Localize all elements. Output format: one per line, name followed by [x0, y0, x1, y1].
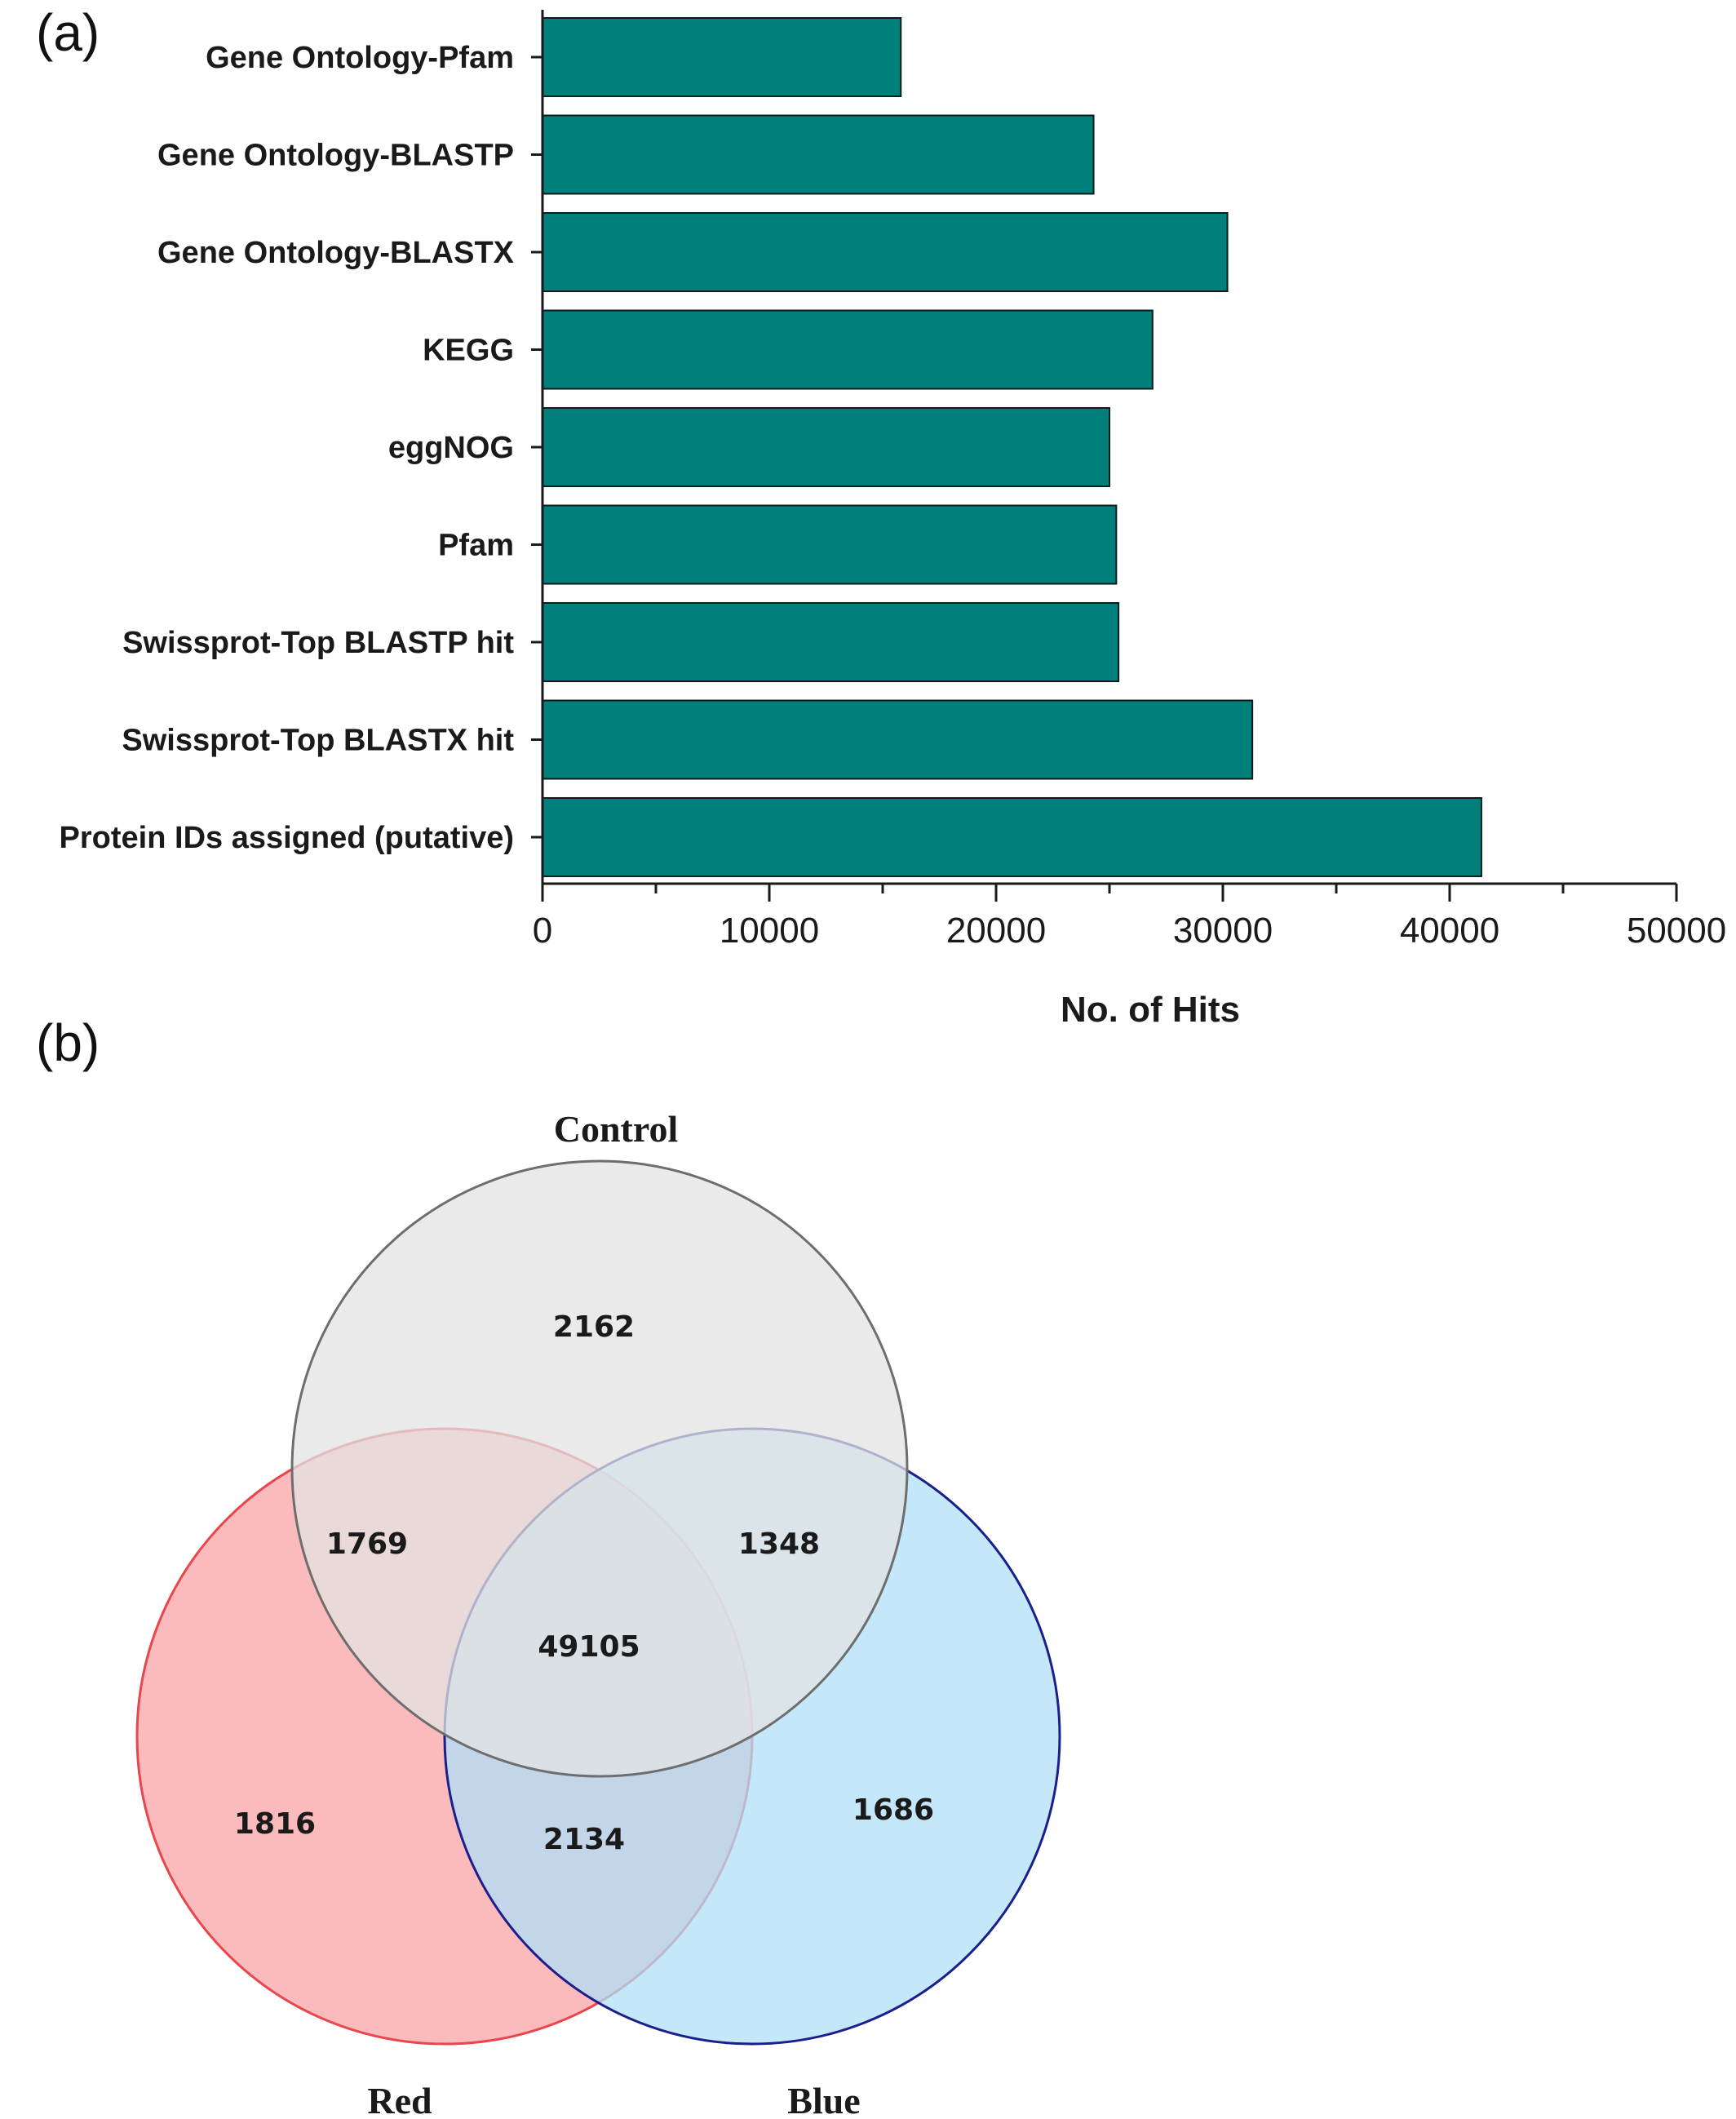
category-label: Gene Ontology-BLASTP — [157, 139, 514, 173]
category-label: Pfam — [438, 529, 514, 563]
category-label: Swissprot-Top BLASTP hit — [122, 626, 514, 660]
venn-count-all: 49105 — [538, 1630, 640, 1664]
bar — [542, 504, 1118, 585]
bar — [542, 17, 902, 97]
category-label: Protein IDs assigned (putative) — [60, 821, 514, 855]
x-tick-label: 20000 — [946, 911, 1046, 951]
venn-set-label-control: Control — [554, 1108, 679, 1150]
venn-count-control-red: 1769 — [326, 1527, 408, 1561]
bar-chart: Gene Ontology-Pfam Gene Ontology-BLASTP Ge… — [60, 10, 1726, 1030]
bar — [542, 797, 1482, 877]
venn-set-label-red: Red — [367, 2080, 432, 2119]
chart-axes — [531, 10, 1678, 902]
x-tick-label: 50000 — [1627, 911, 1726, 951]
venn-diagram: Control Red Blue 2162 1769 1348 49105 18… — [135, 1108, 1061, 2119]
category-label: KEGG — [423, 334, 514, 368]
category-labels: Gene Ontology-Pfam Gene Ontology-BLASTP Ge… — [60, 41, 515, 855]
bar-series — [542, 17, 1482, 877]
category-label: Gene Ontology-BLASTX — [157, 236, 515, 270]
venn-circle-control — [290, 1159, 909, 1778]
venn-count-blue-only: 1686 — [852, 1793, 934, 1827]
bar — [542, 212, 1229, 292]
category-label: Gene Ontology-Pfam — [206, 41, 514, 75]
venn-count-red-only: 1816 — [234, 1807, 316, 1841]
bar — [542, 309, 1154, 390]
x-tick-label: 10000 — [720, 911, 819, 951]
panel-b-label: (b) — [36, 1013, 100, 1072]
x-tick-label: 0 — [533, 911, 552, 951]
x-tick-label: 30000 — [1173, 911, 1273, 951]
bar — [542, 114, 1095, 195]
venn-set-label-blue: Blue — [787, 2080, 860, 2119]
venn-count-red-blue: 2134 — [543, 1823, 625, 1856]
bar — [542, 602, 1120, 682]
venn-count-control-blue: 1348 — [738, 1527, 820, 1561]
x-tick-label: 40000 — [1400, 911, 1499, 951]
bar — [542, 407, 1110, 487]
category-label: eggNOG — [388, 431, 514, 465]
x-tick-labels: 0 10000 20000 30000 40000 50000 — [533, 911, 1726, 951]
x-axis-title: No. of Hits — [1061, 990, 1240, 1030]
venn-count-control-only: 2162 — [553, 1310, 635, 1344]
bar — [542, 699, 1254, 780]
category-label: Swissprot-Top BLASTX hit — [122, 724, 514, 758]
panel-a-label: (a) — [36, 3, 100, 62]
